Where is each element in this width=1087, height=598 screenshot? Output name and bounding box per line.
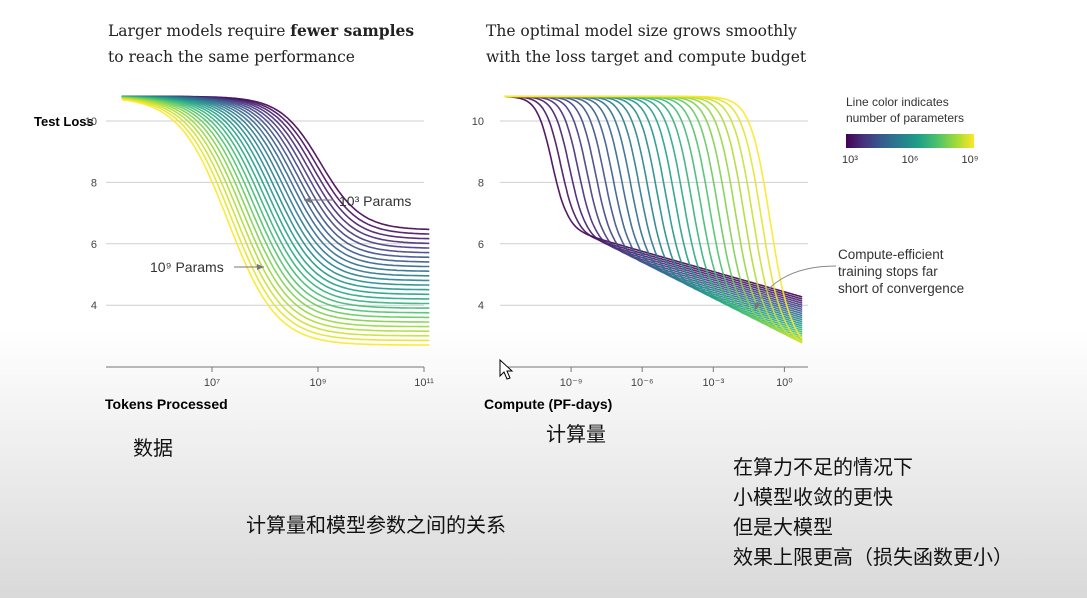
left-series-line bbox=[121, 98, 430, 346]
right-series-line bbox=[504, 95, 803, 340]
right-series-line bbox=[504, 95, 803, 315]
left-gridlines bbox=[106, 120, 424, 306]
right-gridlines bbox=[500, 120, 808, 306]
note-insight-line2: 小模型收敛的更快 bbox=[733, 485, 893, 509]
note-insight-line1: 在算力不足的情况下 bbox=[733, 455, 913, 479]
colorbar-gradient bbox=[846, 134, 974, 148]
left-series-line bbox=[121, 96, 430, 323]
left-series-line bbox=[121, 96, 430, 314]
right-title-line2: with the loss target and compute budget bbox=[486, 48, 807, 66]
left-y-tick-label: 8 bbox=[91, 177, 97, 189]
right-series-line bbox=[504, 95, 803, 298]
colorbar-title-line2: number of parameters bbox=[846, 111, 964, 125]
note-relation: 计算量和模型参数之间的关系 bbox=[246, 513, 506, 537]
colorbar-tick-1e9: 10⁹ bbox=[962, 154, 979, 166]
left-series-line bbox=[121, 96, 430, 309]
right-x-tick-labels: 10⁻⁹ 10⁻⁶ 10⁻³ 10⁰ bbox=[560, 367, 793, 389]
annotation-compute-arrow bbox=[754, 265, 837, 311]
right-x-axis-label: Compute (PF-days) bbox=[484, 396, 612, 412]
annotation-compute-line1: Compute-efficient bbox=[838, 247, 944, 262]
left-series-line bbox=[121, 95, 430, 249]
left-y-tick-label: 6 bbox=[91, 239, 97, 251]
note-insight-line3: 但是大模型 bbox=[733, 515, 833, 539]
annotation-compute-efficient: Compute-efficient training stops far sho… bbox=[754, 247, 964, 311]
note-compute: 计算量 bbox=[546, 422, 606, 446]
left-title-line1: Larger models require bbox=[108, 22, 291, 40]
left-x-tick-label: 10⁹ bbox=[310, 377, 327, 389]
left-chart-title: Larger models require fewer samples to r… bbox=[108, 18, 414, 70]
right-y-tick-label: 8 bbox=[478, 177, 484, 189]
left-series-line bbox=[121, 95, 430, 240]
right-chart-title: The optimal model size grows smoothly wi… bbox=[486, 18, 806, 70]
right-x-tick-label: 10⁰ bbox=[776, 377, 793, 389]
right-series-group bbox=[504, 95, 803, 344]
colorbar-title-line1: Line color indicates bbox=[846, 95, 949, 109]
note-insight-line4: 效果上限更高（损失函数更小） bbox=[733, 545, 1013, 569]
left-series-line bbox=[121, 97, 430, 332]
annotation-compute-line3: short of convergence bbox=[838, 281, 964, 296]
colorbar-legend: Line color indicates number of parameter… bbox=[842, 95, 978, 166]
left-title-bold: fewer samples bbox=[290, 21, 415, 40]
left-series-line bbox=[121, 96, 430, 319]
annotation-1e9-params: 10⁹ Params bbox=[150, 259, 264, 275]
annotation-compute-line2: training stops far bbox=[838, 264, 938, 279]
left-series-line bbox=[121, 97, 430, 337]
note-data: 数据 bbox=[133, 436, 173, 460]
colorbar-tick-1e6: 10⁶ bbox=[902, 154, 919, 166]
right-series-line bbox=[504, 95, 803, 300]
annotation-1e3-label: 10³ Params bbox=[339, 193, 411, 209]
right-series-line bbox=[504, 95, 803, 308]
right-series-line bbox=[504, 95, 803, 311]
left-series-line bbox=[121, 96, 430, 300]
left-series-line bbox=[121, 96, 430, 305]
left-x-tick-label: 10⁷ bbox=[204, 377, 220, 389]
right-series-line bbox=[504, 95, 803, 313]
left-x-tick-labels: 10⁷ 10⁹ 10¹¹ bbox=[204, 367, 434, 389]
right-title-line1: The optimal model size grows smoothly bbox=[486, 22, 797, 40]
left-y-tick-labels: 10 8 6 4 bbox=[85, 116, 97, 312]
right-x-tick-label: 10⁻⁹ bbox=[560, 377, 583, 389]
right-x-tick-label: 10⁻³ bbox=[702, 377, 724, 389]
left-y-tick-label: 10 bbox=[85, 116, 97, 128]
note-insight: 在算力不足的情况下 小模型收敛的更快 但是大模型 效果上限更高（损失函数更小） bbox=[733, 452, 1013, 572]
right-y-tick-label: 10 bbox=[472, 116, 484, 128]
mouse-cursor-icon bbox=[499, 358, 514, 380]
right-y-tick-label: 4 bbox=[478, 300, 484, 312]
left-series-line bbox=[121, 98, 430, 342]
right-y-tick-labels: 10 8 6 4 bbox=[472, 116, 484, 312]
left-y-tick-label: 4 bbox=[91, 300, 97, 312]
left-x-axis-label: Tokens Processed bbox=[105, 396, 228, 412]
annotation-1e9-label: 10⁹ Params bbox=[150, 259, 224, 275]
right-series-line bbox=[504, 95, 803, 306]
right-y-tick-label: 6 bbox=[478, 239, 484, 251]
left-x-tick-label: 10¹¹ bbox=[414, 377, 434, 389]
left-title-line2: to reach the same performance bbox=[108, 48, 355, 66]
annotation-1e3-params: 10³ Params bbox=[304, 193, 411, 209]
left-series-line bbox=[121, 97, 430, 328]
right-x-tick-label: 10⁻⁶ bbox=[631, 377, 654, 389]
colorbar-tick-1e3: 10³ bbox=[842, 154, 858, 166]
left-series-line bbox=[121, 95, 430, 277]
left-y-axis-label: Test Loss bbox=[34, 114, 94, 129]
right-series-line bbox=[504, 95, 803, 302]
right-series-line bbox=[504, 95, 803, 327]
left-series-group bbox=[121, 95, 430, 346]
